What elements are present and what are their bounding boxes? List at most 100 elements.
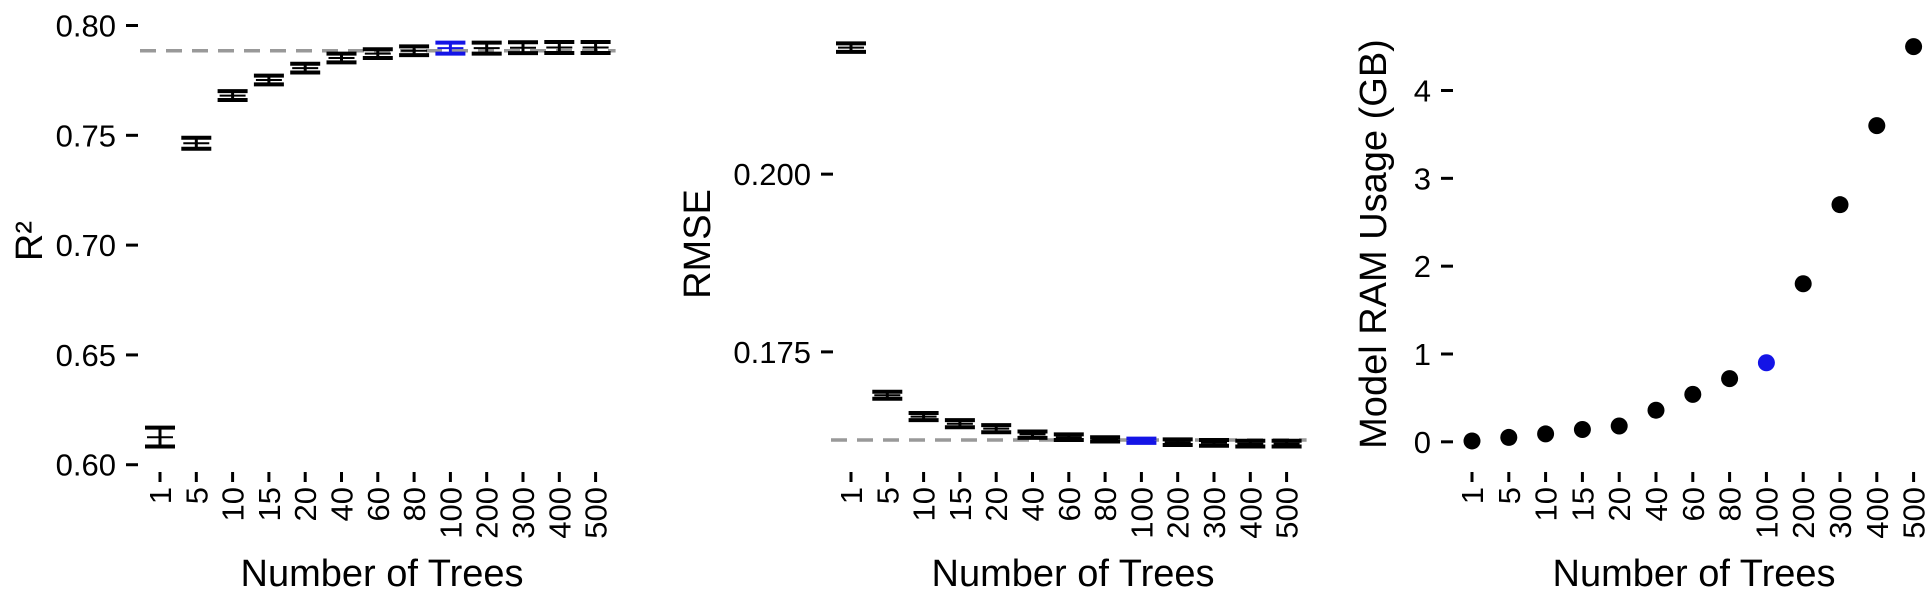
y-axis-title: Model RAM Usage (GB) — [1353, 39, 1395, 449]
x-tick-label: 80 — [1088, 487, 1123, 521]
x-tick-label: 400 — [542, 487, 577, 539]
y-tick-label: 0.200 — [733, 157, 811, 192]
y-tick-label: 0.75 — [56, 118, 116, 153]
x-tick-label: 100 — [433, 487, 468, 539]
error-bar — [508, 40, 538, 56]
data-point — [1757, 354, 1775, 372]
error-bar — [471, 40, 502, 56]
y-tick-label: 0.70 — [56, 228, 116, 263]
data-point — [1905, 38, 1923, 56]
x-tick-label: 40 — [325, 487, 360, 521]
x-tick-label: 500 — [1897, 487, 1925, 539]
error-bar — [908, 411, 939, 423]
data-point — [1647, 401, 1665, 419]
x-tick-label: 300 — [1197, 487, 1232, 539]
error-bar — [253, 73, 284, 87]
x-tick-label: 15 — [1565, 487, 1600, 521]
data-point — [1794, 275, 1812, 293]
error-bar — [145, 425, 175, 449]
x-tick-label: 5 — [1492, 487, 1527, 504]
error-bar — [181, 135, 212, 151]
x-tick-label: 300 — [506, 487, 541, 539]
error-bar — [1162, 437, 1193, 448]
x-tick-label: 15 — [252, 487, 287, 521]
x-tick-label: 1 — [1455, 487, 1490, 504]
error-bar — [435, 40, 466, 56]
x-axis-title: Number of Trees — [241, 553, 524, 590]
error-bar — [580, 39, 611, 55]
x-tick-label: 80 — [1713, 487, 1748, 521]
error-bar — [1126, 436, 1157, 445]
x-tick-label: 5 — [179, 487, 214, 504]
error-bar — [290, 61, 321, 75]
data-point — [1831, 196, 1849, 214]
x-tick-label: 10 — [907, 487, 942, 521]
data-point — [1610, 417, 1628, 435]
error-bar — [326, 51, 357, 65]
y-tick-label: 0 — [1414, 425, 1431, 460]
x-tick-label: 100 — [1749, 487, 1784, 539]
y-tick-label: 0.65 — [56, 338, 116, 373]
error-bar — [944, 418, 975, 430]
y-tick-label: 3 — [1414, 161, 1431, 196]
y-tick-label: 4 — [1414, 74, 1431, 109]
x-tick-label: 10 — [1529, 487, 1564, 521]
data-point — [1573, 421, 1591, 439]
y-tick-label: 2 — [1414, 249, 1431, 284]
error-bar — [1053, 432, 1084, 443]
x-axis-title: Number of Trees — [932, 553, 1215, 590]
x-tick-label: 80 — [397, 487, 432, 521]
data-point — [1537, 425, 1555, 443]
x-tick-label: 15 — [943, 487, 978, 521]
x-tick-label: 400 — [1860, 487, 1895, 539]
error-bar — [217, 89, 248, 102]
r2-panel: 0.600.650.700.750.801 5 10 15 20 40 60 80 100 200… — [9, 9, 616, 590]
x-tick-label: 200 — [1161, 487, 1196, 539]
x-tick-label: 400 — [1233, 487, 1268, 539]
y-axis-title: RMSE — [677, 189, 719, 299]
error-bar — [1090, 435, 1121, 444]
x-tick-label: 5 — [870, 487, 905, 504]
error-bar — [836, 41, 866, 54]
x-tick-label: 200 — [1786, 487, 1821, 539]
x-tick-label: 100 — [1124, 487, 1159, 539]
y-tick-label: 0.175 — [733, 335, 811, 370]
error-bar — [1199, 438, 1229, 448]
error-bar — [362, 47, 393, 61]
x-tick-label: 300 — [1823, 487, 1858, 539]
error-bar — [1017, 429, 1048, 440]
x-tick-label: 60 — [361, 487, 396, 521]
y-axis-title: R² — [9, 221, 51, 261]
x-tick-label: 20 — [288, 487, 323, 521]
error-bar — [1271, 438, 1302, 449]
y-tick-label: 0.60 — [56, 448, 116, 483]
x-tick-label: 200 — [470, 487, 505, 539]
y-tick-label: 0.80 — [56, 9, 116, 44]
x-tick-label: 500 — [579, 487, 614, 539]
data-point — [1463, 432, 1481, 450]
data-point — [1868, 117, 1886, 135]
data-point — [1684, 385, 1702, 403]
x-tick-label: 500 — [1270, 487, 1305, 539]
x-tick-label: 1 — [834, 487, 869, 504]
data-point — [1721, 370, 1739, 388]
x-tick-label: 20 — [979, 487, 1014, 521]
y-tick-label: 1 — [1414, 337, 1431, 372]
x-tick-label: 10 — [216, 487, 251, 521]
x-axis-title: Number of Trees — [1553, 553, 1836, 590]
x-tick-label: 1 — [143, 487, 178, 504]
x-tick-label: 60 — [1052, 487, 1087, 521]
x-tick-label: 40 — [1639, 487, 1674, 521]
x-tick-label: 20 — [1602, 487, 1637, 521]
data-point — [1500, 428, 1518, 446]
error-bar — [544, 39, 575, 55]
error-bar — [981, 423, 1012, 435]
error-bar — [399, 44, 430, 58]
error-bar — [1235, 438, 1266, 449]
x-tick-label: 60 — [1676, 487, 1711, 521]
error-bar — [872, 389, 903, 401]
x-tick-label: 40 — [1016, 487, 1051, 521]
